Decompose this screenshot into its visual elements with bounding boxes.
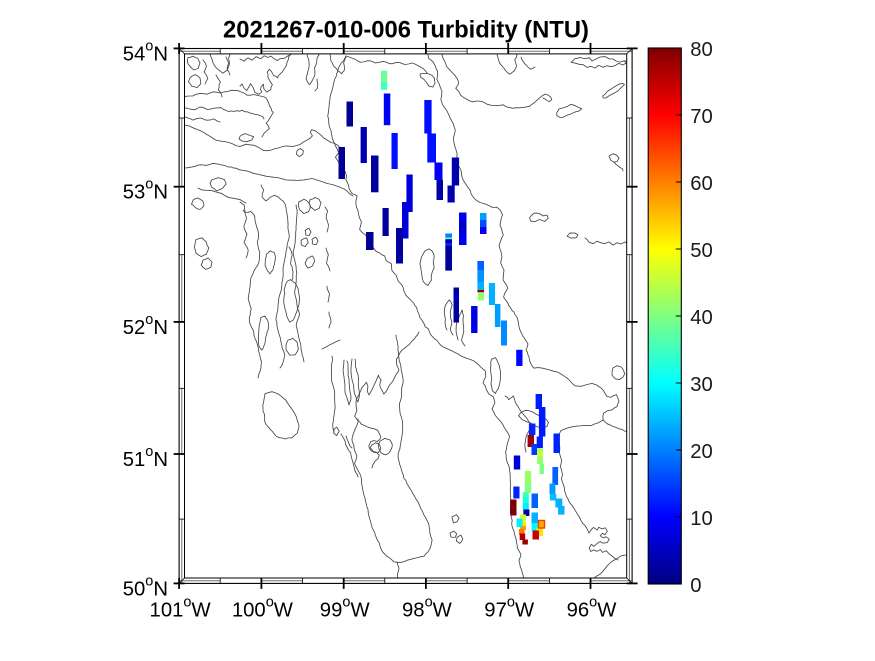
svg-text:98oW: 98oW xyxy=(402,594,453,621)
svg-text:20: 20 xyxy=(690,441,713,463)
svg-text:50: 50 xyxy=(690,240,713,262)
svg-text:40: 40 xyxy=(690,307,713,329)
svg-text:0: 0 xyxy=(690,575,701,597)
svg-text:10: 10 xyxy=(690,508,713,530)
svg-text:80: 80 xyxy=(690,39,713,61)
svg-text:30: 30 xyxy=(690,374,713,396)
svg-text:2021267-010-006 Turbidity (NTU: 2021267-010-006 Turbidity (NTU) xyxy=(223,17,589,44)
svg-text:101oW: 101oW xyxy=(150,594,212,621)
svg-text:60: 60 xyxy=(690,173,713,195)
svg-text:100oW: 100oW xyxy=(232,594,294,621)
svg-text:97oW: 97oW xyxy=(484,594,535,621)
svg-text:70: 70 xyxy=(690,106,713,128)
svg-text:96oW: 96oW xyxy=(567,594,618,621)
svg-text:51oN: 51oN xyxy=(123,444,168,471)
